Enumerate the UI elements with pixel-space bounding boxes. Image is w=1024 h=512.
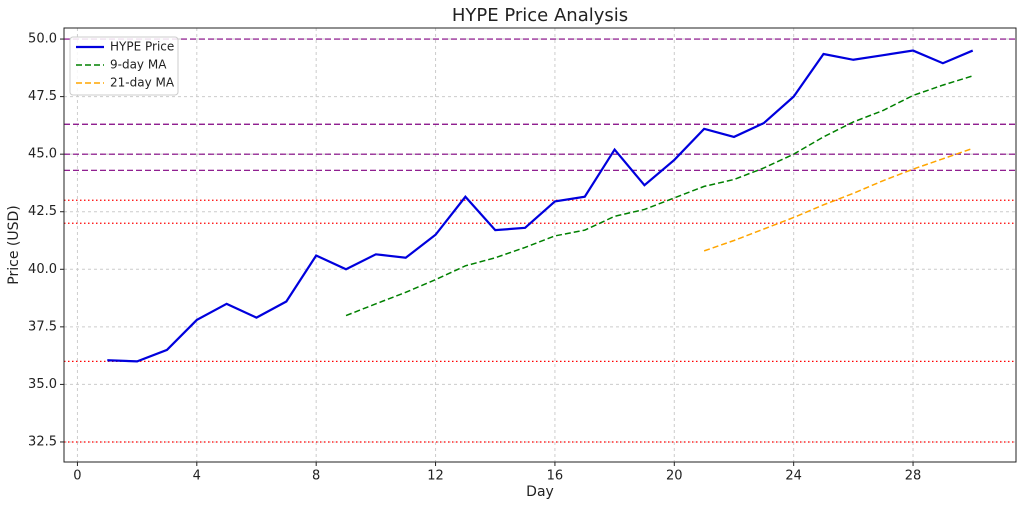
plot-frame — [63, 27, 1017, 463]
chart-title: HYPE Price Analysis — [452, 5, 628, 26]
x-tick-label: 28 — [905, 469, 922, 484]
x-tick-label: 12 — [427, 469, 444, 484]
y-tick-label: 50.0 — [28, 32, 57, 47]
x-tick-label: 20 — [666, 469, 683, 484]
y-tick-label: 47.5 — [28, 89, 57, 104]
y-tick-label: 35.0 — [28, 377, 57, 392]
y-tick-label: 45.0 — [28, 147, 57, 162]
x-tick-label: 0 — [73, 469, 81, 484]
y-tick-label: 32.5 — [28, 434, 57, 449]
x-tick-label: 8 — [312, 469, 320, 484]
legend-label: 9-day MA — [110, 58, 167, 72]
x-tick-label: 24 — [785, 469, 802, 484]
series-line — [107, 49, 974, 363]
legend-label: HYPE Price — [110, 40, 174, 54]
x-axis-label: Day — [526, 484, 554, 500]
y-tick-label: 37.5 — [28, 319, 57, 334]
x-tick-label: 4 — [193, 469, 201, 484]
y-tick-label: 40.0 — [28, 262, 57, 277]
series-line — [345, 75, 973, 317]
legend-box — [69, 36, 179, 96]
y-axis-label: Price (USD) — [6, 205, 22, 284]
x-tick-label: 16 — [547, 469, 564, 484]
series-line — [703, 147, 973, 252]
legend-label: 21-day MA — [110, 76, 175, 90]
y-tick-label: 42.5 — [28, 204, 57, 219]
